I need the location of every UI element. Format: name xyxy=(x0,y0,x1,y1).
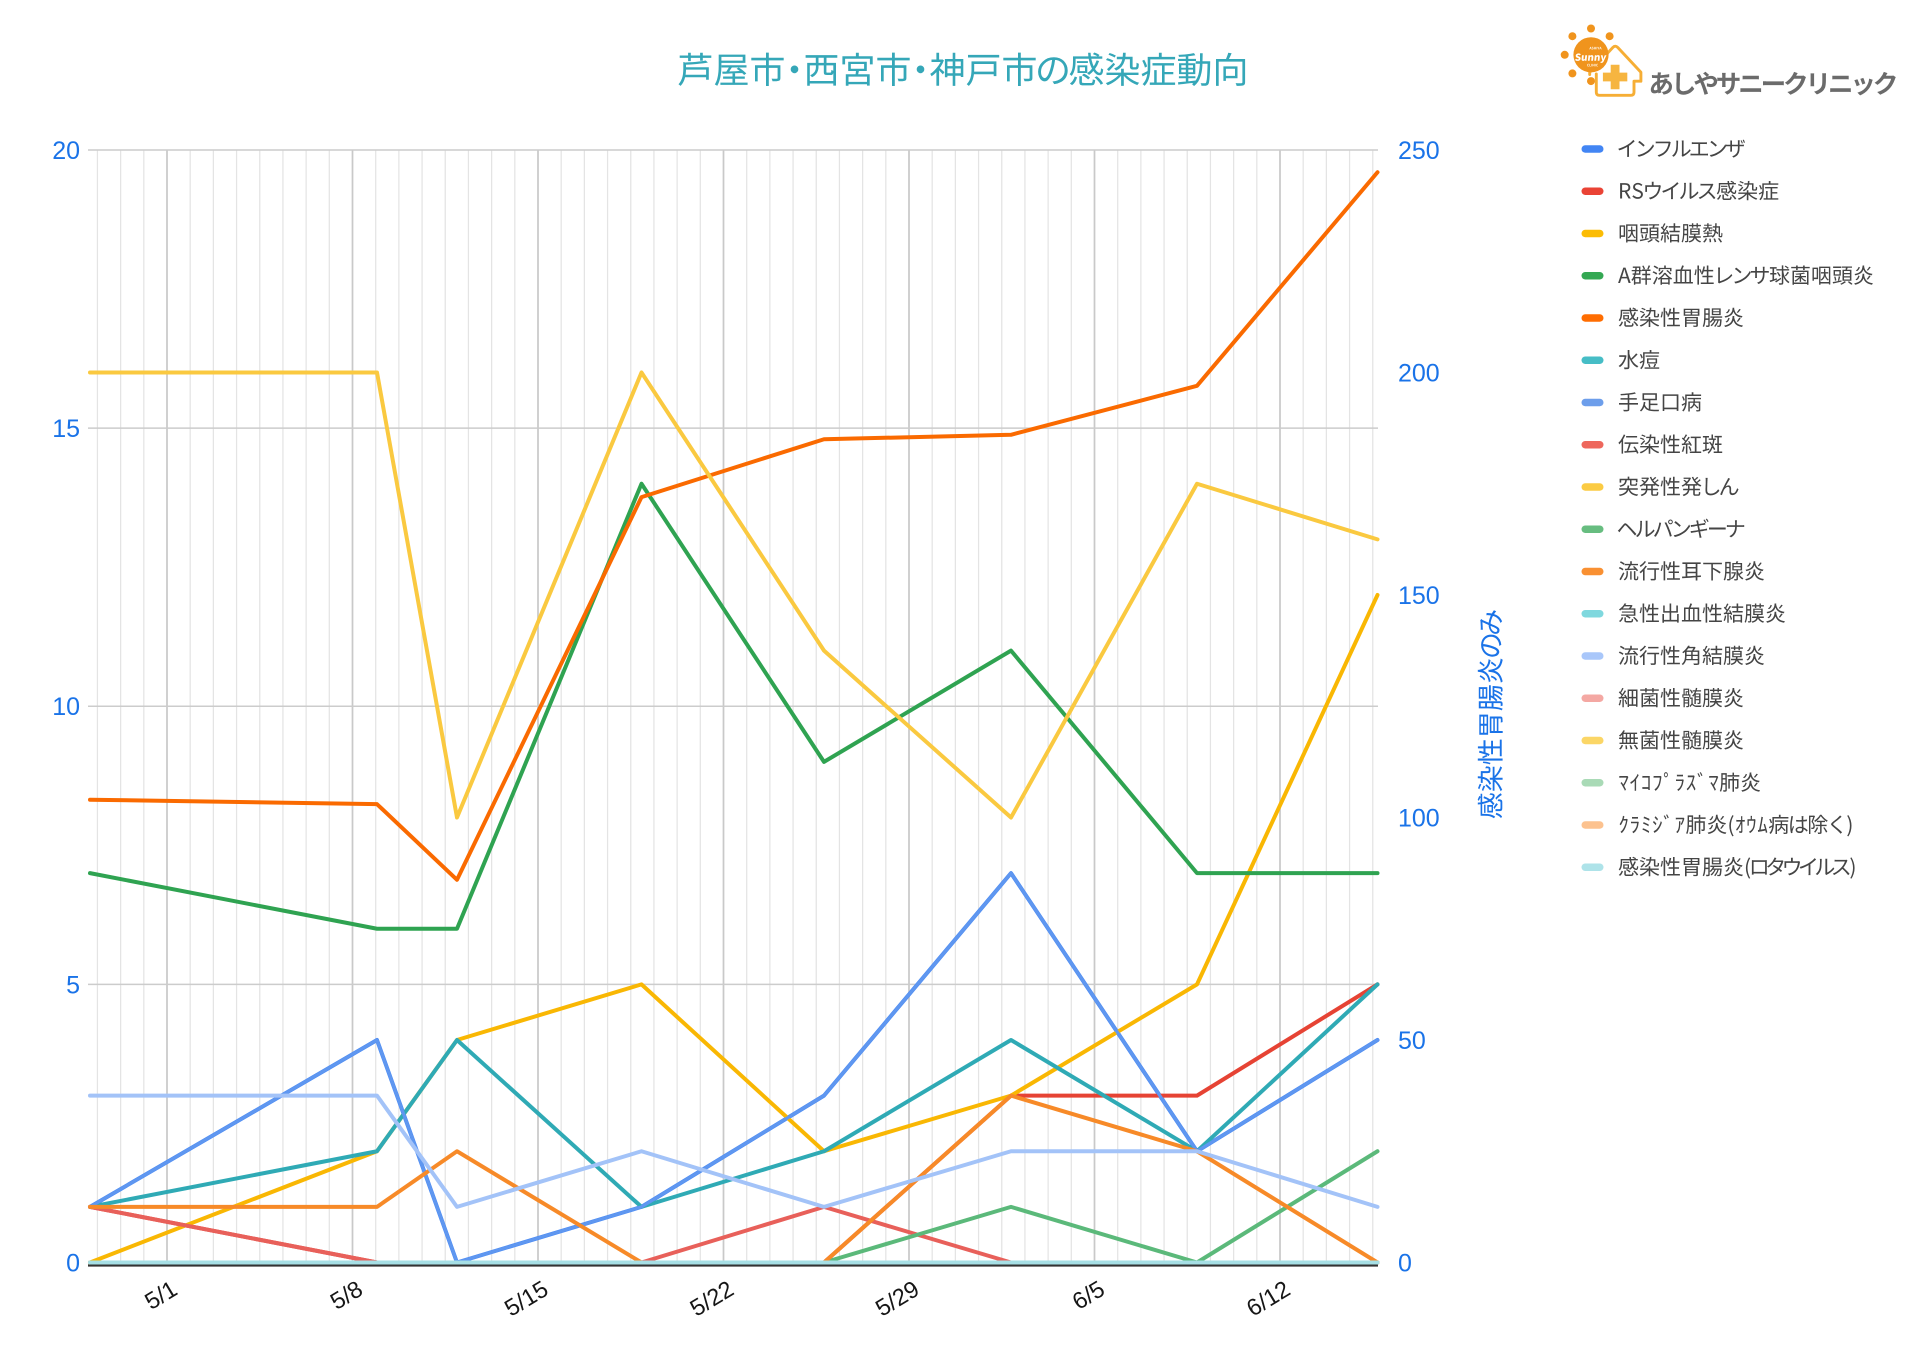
svg-text:100: 100 xyxy=(1398,805,1440,833)
svg-text:250: 250 xyxy=(1398,137,1440,165)
svg-text:15: 15 xyxy=(52,415,80,443)
svg-text:0: 0 xyxy=(1398,1250,1412,1278)
svg-text:200: 200 xyxy=(1398,360,1440,388)
svg-text:150: 150 xyxy=(1398,582,1440,610)
svg-text:10: 10 xyxy=(52,693,80,721)
svg-text:5: 5 xyxy=(66,971,80,999)
svg-text:0: 0 xyxy=(66,1250,80,1278)
svg-text:50: 50 xyxy=(1398,1027,1426,1055)
svg-text:20: 20 xyxy=(52,137,80,165)
